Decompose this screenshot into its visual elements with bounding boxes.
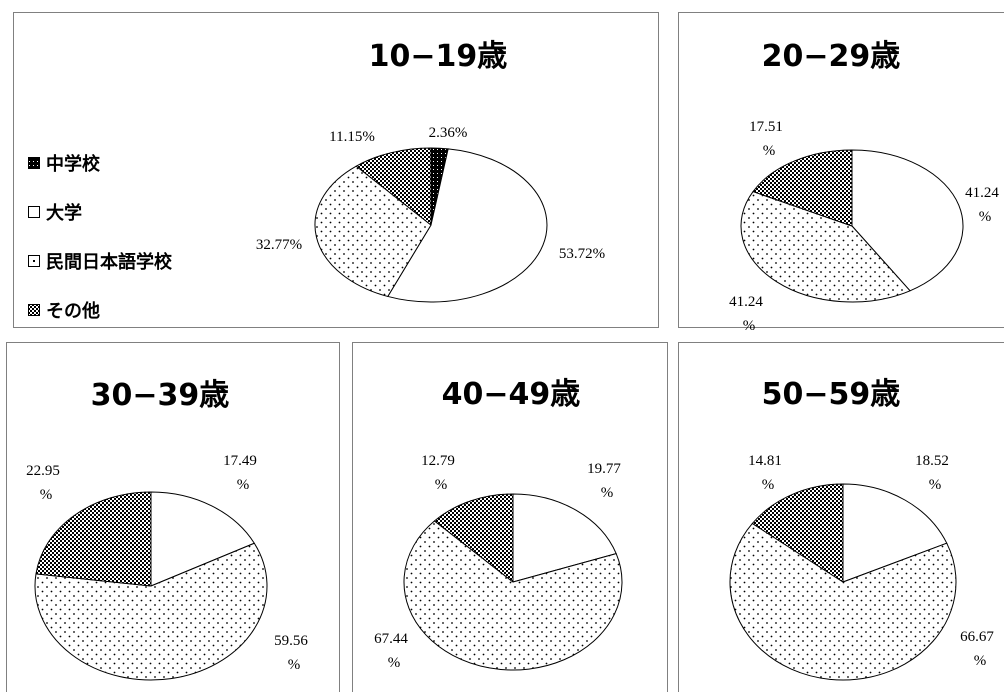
pie-slice-other [434,493,514,583]
data-label-other: 17.51 [749,119,783,135]
data-label-language-school: 32.77% [256,237,302,253]
legend: 中学校 大学 民間日本語学校 その他 [28,153,173,322]
pie-slice-language-school [729,522,957,681]
pie-slice-other [35,491,152,587]
data-label-other: % [40,487,53,503]
pies-layer: 2.36% 53.72% 32.77% 11.15% 41.24% 41.24% 17.51… [26,119,999,681]
pie-slice-university [842,483,948,583]
data-label-university: % [929,477,942,493]
data-label-language-school: % [288,657,301,673]
data-label-other: % [435,477,448,493]
pie-slice-other [355,147,432,226]
chart-title-50-59: 50−59歳 [762,377,901,412]
legend-label-language-school: 民間日本語学校 [46,251,173,273]
legend-item-other: その他 [28,300,100,322]
legend-item-junior-high: 中学校 [28,153,101,175]
legend-marker-university [28,206,40,218]
pie-slice-language-school [403,520,623,671]
data-label-language-school: 66.67 [960,629,994,645]
data-label-language-school: % [743,318,756,334]
chart-title-40-49: 40−49歳 [442,377,581,412]
data-label-university: % [979,209,992,225]
data-label-junior-high: 2.36% [429,125,468,141]
legend-label-junior-high: 中学校 [46,153,101,175]
legend-label-university: 大学 [46,202,82,224]
data-label-other: % [762,477,775,493]
data-label-language-school: % [388,655,401,671]
legend-marker-junior-high [28,157,40,169]
pie-chart-2: 41.24% 41.24% 17.51% [729,119,999,334]
chart-title-20-29: 20−29歳 [762,39,901,74]
legend-marker-other [28,304,40,316]
chart-title-30-39: 30−39歳 [91,378,230,413]
data-label-language-school: 67.44 [374,631,408,647]
pie-chart-5: 18.52% 66.67% 14.81% [729,453,994,681]
data-label-other: 14.81 [748,453,782,469]
data-label-other: % [763,143,776,159]
data-label-university: 17.49 [223,453,257,469]
data-label-university: 19.77 [587,461,621,477]
data-label-language-school: 59.56 [274,633,308,649]
legend-marker-dot [33,260,35,262]
pie-slice-university [387,148,548,303]
pie-slice-other [752,149,853,227]
data-label-other: 22.95 [26,463,60,479]
pie-chart-4: 19.77% 67.44% 12.79% [374,453,623,671]
pie-slice-university [851,149,964,292]
data-label-other: 12.79 [421,453,455,469]
data-label-university: 18.52 [915,453,949,469]
data-label-university: 41.24 [965,185,999,201]
chart-title-10-19: 10−19歳 [369,39,508,74]
data-label-other: 11.15% [329,129,375,145]
legend-label-other: その他 [46,300,100,322]
pie-slice-other [751,483,844,583]
pie-slice-university [512,493,617,583]
data-label-university: % [601,485,614,501]
legend-item-language-school: 民間日本語学校 [28,251,173,273]
pie-chart-3: 17.49% 59.56% 22.95% [26,453,308,681]
data-label-university: % [237,477,250,493]
data-label-language-school: % [974,653,987,669]
panel-10-19 [13,12,659,328]
legend-item-university: 大学 [28,202,82,224]
pie-slice-university [150,491,255,587]
pie-slice-language-school [34,542,268,681]
pie-slice-language-school [314,165,432,297]
data-label-language-school: 41.24 [729,294,763,310]
pie-chart-1: 2.36% 53.72% 32.77% 11.15% [256,125,605,303]
data-label-university: 53.72% [559,246,605,262]
pie-slice-language-school [740,191,911,303]
